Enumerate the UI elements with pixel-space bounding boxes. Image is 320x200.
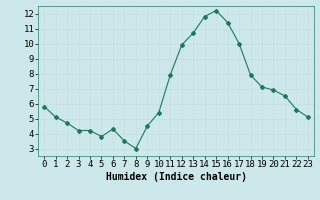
X-axis label: Humidex (Indice chaleur): Humidex (Indice chaleur) bbox=[106, 172, 246, 182]
